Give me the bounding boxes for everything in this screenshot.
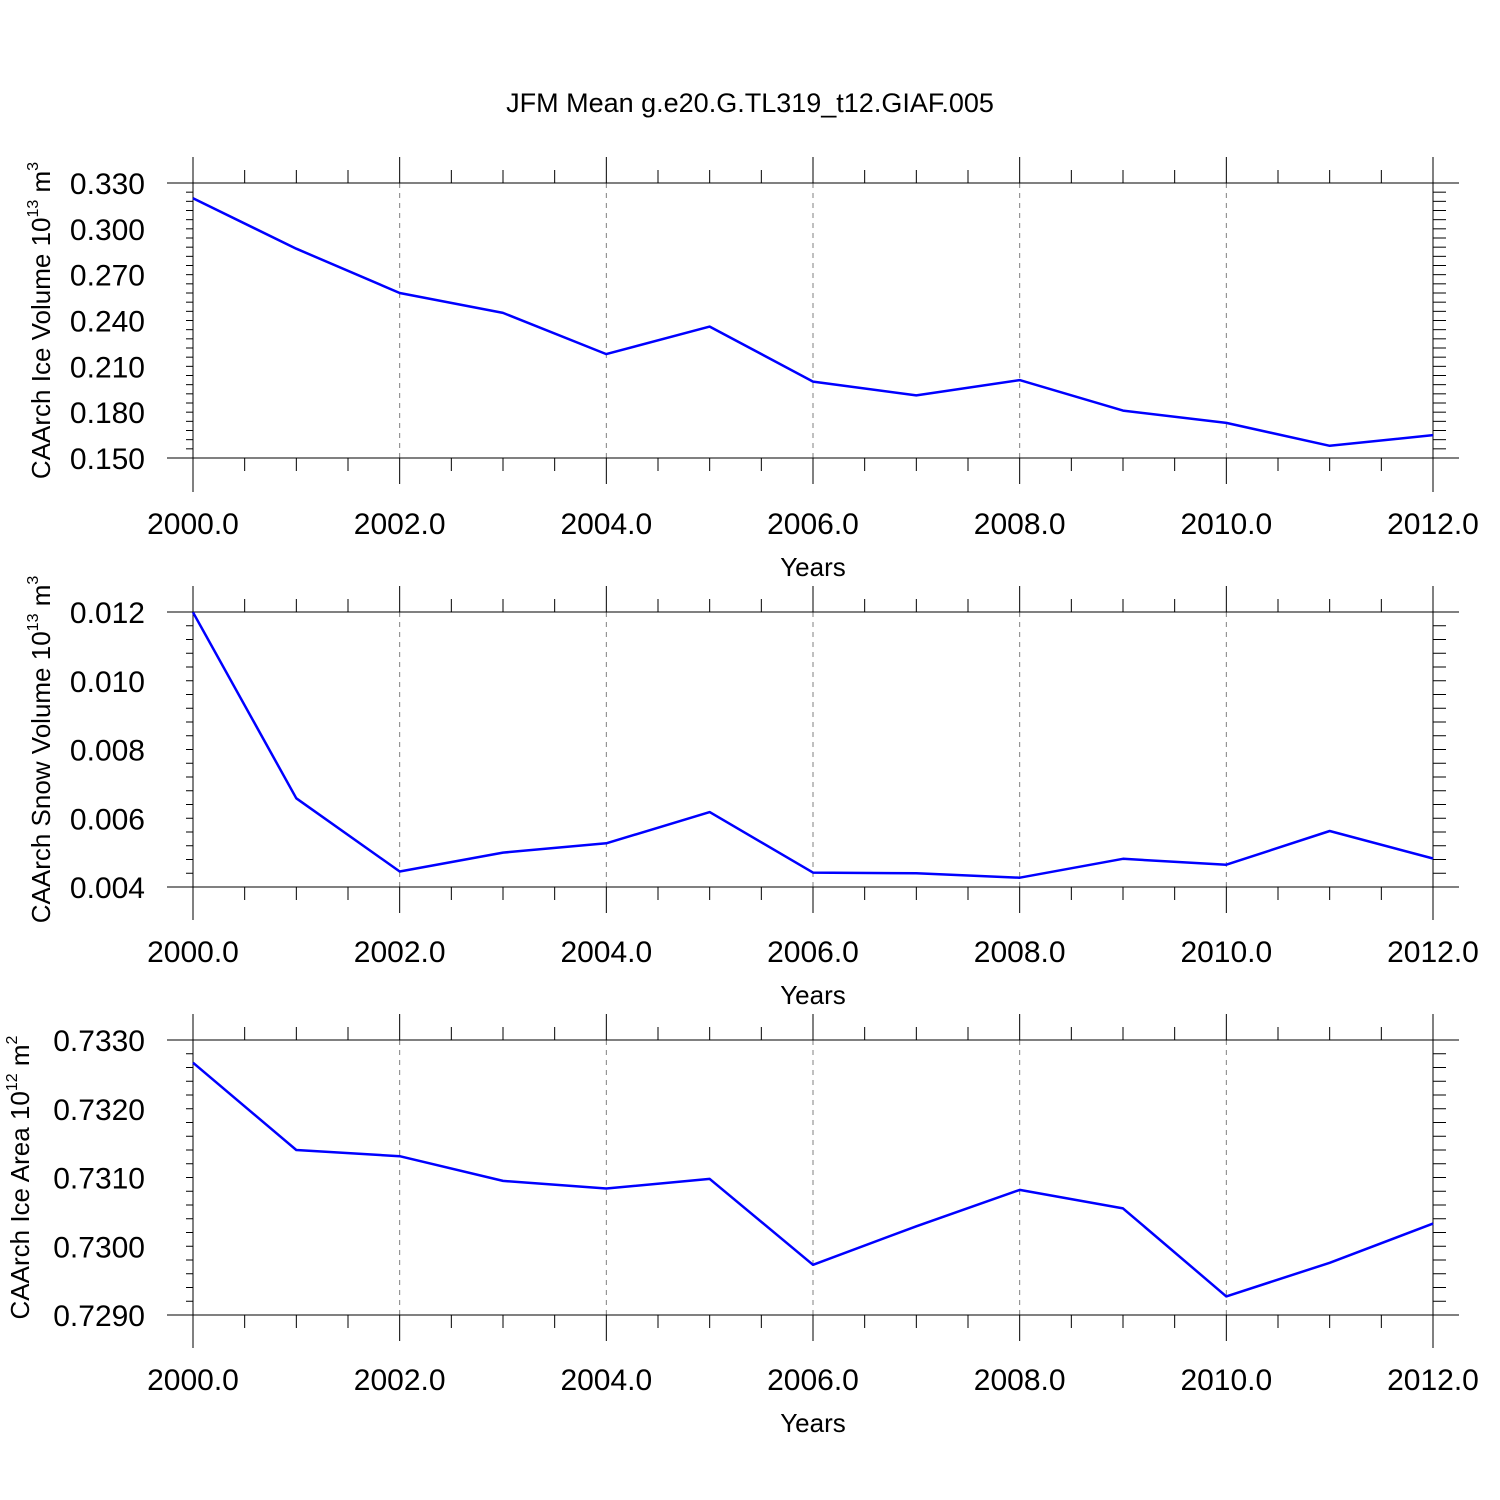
- x-tick-label: 2004.0: [560, 1364, 652, 1397]
- y-tick-label: 0.330: [70, 168, 145, 201]
- x-tick-label: 2006.0: [767, 1364, 859, 1397]
- y-tick-label: 0.012: [70, 597, 145, 630]
- x-tick-label: 2012.0: [1387, 1364, 1479, 1397]
- x-tick-label: 2004.0: [560, 936, 652, 969]
- y-axis-label: CAArch Snow Volume 1013 m3: [25, 576, 56, 924]
- series-line: [192, 1061, 1434, 1298]
- x-tick-label: 2010.0: [1180, 1364, 1272, 1397]
- y-tick-label: 0.210: [70, 351, 145, 384]
- x-tick-label: 2010.0: [1180, 936, 1272, 969]
- x-tick-label: 2012.0: [1387, 936, 1479, 969]
- y-tick-label: 0.270: [70, 260, 145, 293]
- x-tick-label: 2006.0: [767, 936, 859, 969]
- x-tick-label: 2000.0: [147, 1364, 239, 1397]
- x-tick-label: 2000.0: [147, 936, 239, 969]
- y-tick-label: 0.004: [70, 872, 145, 905]
- y-tick-label: 0.240: [70, 306, 145, 339]
- y-tick-label: 0.7290: [53, 1300, 145, 1333]
- series-line: [192, 197, 1434, 448]
- panels: 2000.0 2002.0 2004.0 2006.0 2008.0 2010.0 2012…: [4, 157, 1479, 1438]
- y-tick-label: 0.008: [70, 735, 145, 768]
- y-tick-label: 0.180: [70, 397, 145, 430]
- panel-1: 2000.0 2002.0 2004.0 2006.0 2008.0 2010.0 2012…: [25, 157, 1479, 582]
- x-tick-label: 2002.0: [354, 936, 446, 969]
- panel-3: 2000.0 2002.0 2004.0 2006.0 2008.0 2010.0 2012…: [4, 1014, 1479, 1438]
- x-tick-label: 2000.0: [147, 508, 239, 541]
- y-tick-label: 0.150: [70, 443, 145, 476]
- y-axis-label: CAArch Ice Volume 1013 m3: [25, 162, 56, 479]
- y-tick-label: 0.7310: [53, 1163, 145, 1196]
- x-axis-label: Years: [780, 552, 846, 582]
- x-tick-label: 2008.0: [974, 936, 1066, 969]
- y-tick-label: 0.7320: [53, 1094, 145, 1127]
- x-tick-label: 2004.0: [560, 508, 652, 541]
- x-axis-label: Years: [780, 980, 846, 1010]
- y-tick-label: 0.300: [70, 214, 145, 247]
- y-tick-label: 0.010: [70, 666, 145, 699]
- x-tick-label: 2002.0: [354, 508, 446, 541]
- x-tick-label: 2008.0: [974, 1364, 1066, 1397]
- x-tick-label: 2006.0: [767, 508, 859, 541]
- x-tick-label: 2008.0: [974, 508, 1066, 541]
- figure-title: JFM Mean g.e20.G.TL319_t12.GIAF.005: [506, 88, 994, 118]
- x-tick-label: 2002.0: [354, 1364, 446, 1397]
- x-tick-label: 2010.0: [1180, 508, 1272, 541]
- y-tick-label: 0.7330: [53, 1025, 145, 1058]
- panel-2: 2000.0 2002.0 2004.0 2006.0 2008.0 2010.0 2012…: [25, 576, 1479, 1010]
- y-axis-label: CAArch Ice Area 1012 m2: [4, 1035, 35, 1319]
- x-tick-label: 2012.0: [1387, 508, 1479, 541]
- y-tick-label: 0.7300: [53, 1231, 145, 1264]
- y-tick-label: 0.006: [70, 803, 145, 836]
- series-line: [191, 611, 1434, 879]
- x-axis-label: Years: [780, 1408, 846, 1438]
